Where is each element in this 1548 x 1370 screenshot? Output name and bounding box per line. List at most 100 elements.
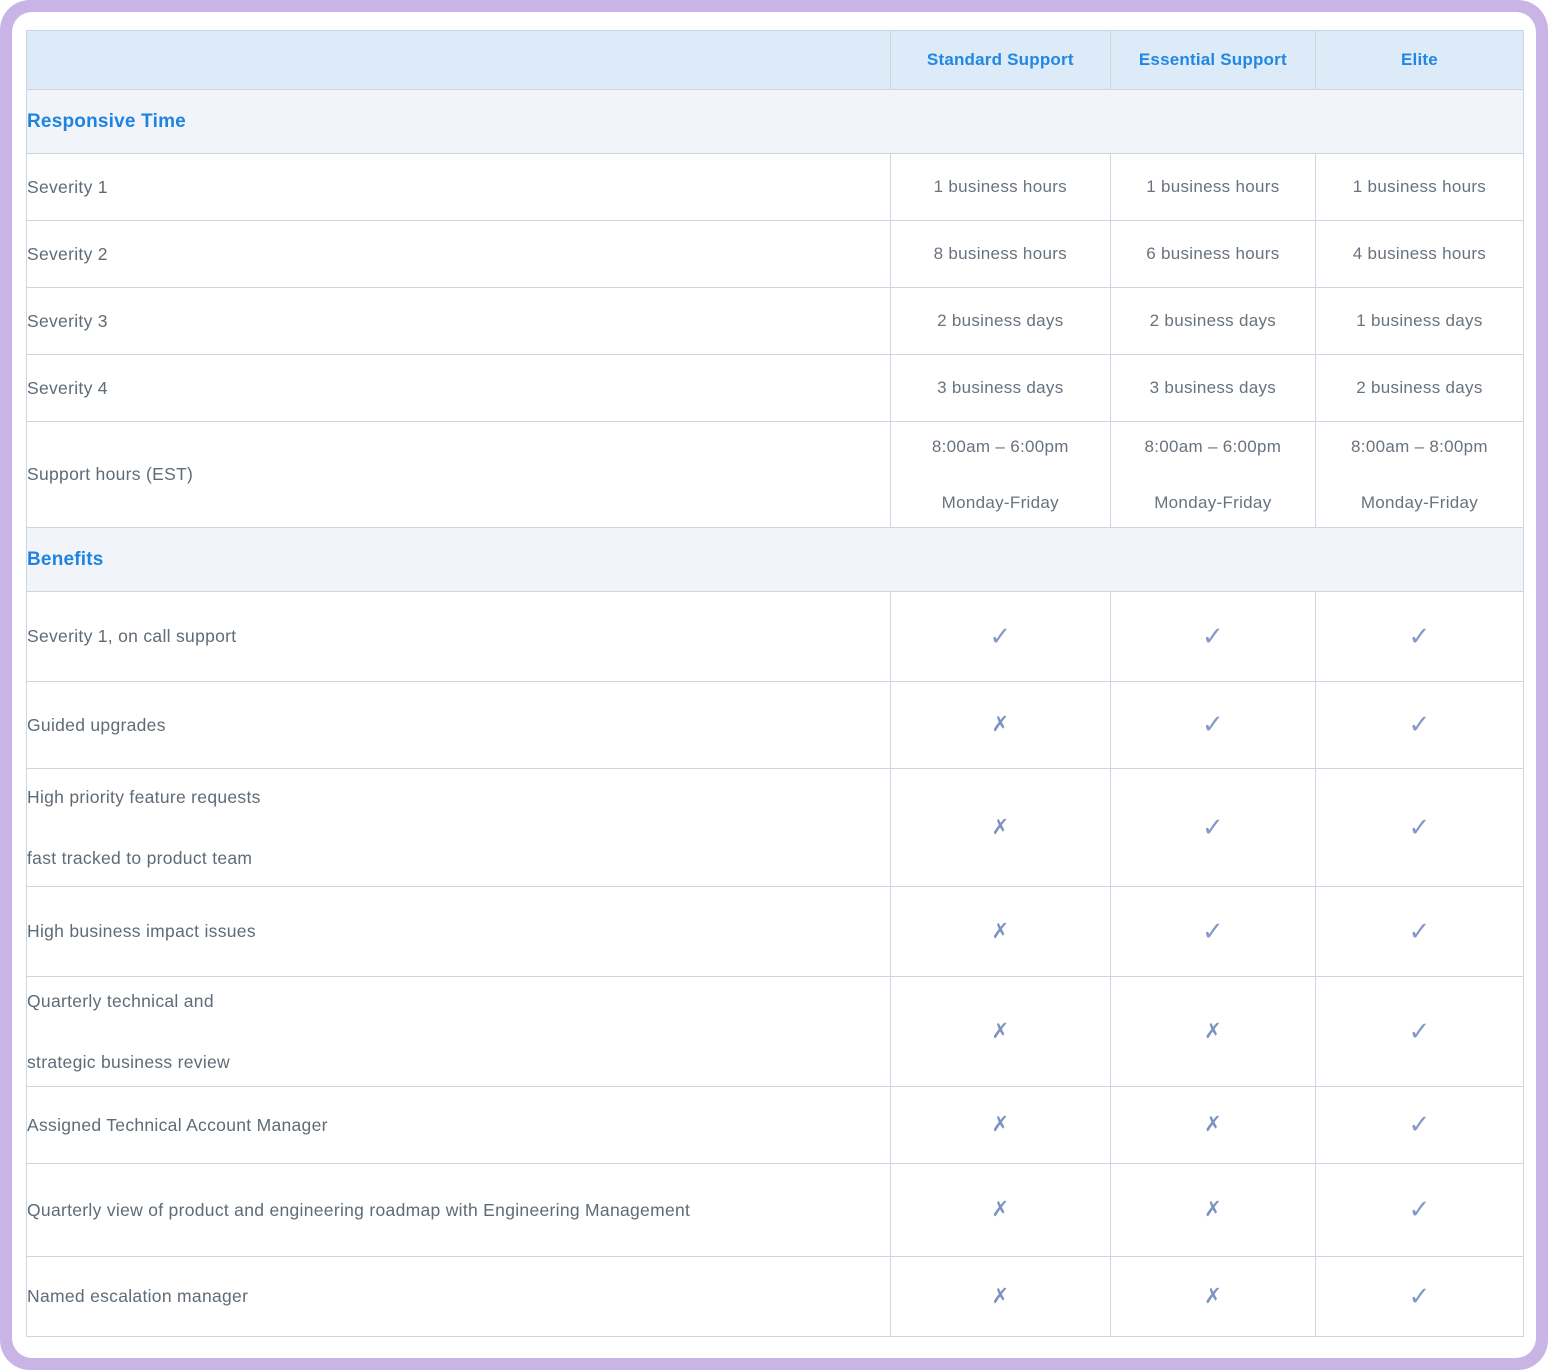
check-icon: ✓ xyxy=(1201,621,1224,652)
support-plan-card: Standard Support Essential Support Elite… xyxy=(12,12,1536,1358)
check-icon: ✓ xyxy=(1408,1110,1431,1140)
cross-icon: ✗ xyxy=(991,814,1010,839)
value-essential: ✗ xyxy=(1109,976,1316,1087)
value-elite: 1 business days xyxy=(1314,287,1525,355)
cross-icon: ✗ xyxy=(1204,1197,1222,1221)
value-standard: ✓ xyxy=(889,591,1111,682)
section-row-responsive-time: Responsive Time xyxy=(26,89,1524,154)
check-icon: ✓ xyxy=(989,621,1012,652)
value-standard: ✗ xyxy=(889,976,1111,1087)
cross-icon: ✗ xyxy=(991,1283,1010,1308)
table-row: Quarterly technical and strategic busine… xyxy=(26,976,1525,1087)
check-icon: ✓ xyxy=(1201,710,1224,740)
section-row-benefits: Benefits xyxy=(26,527,1524,592)
value-essential: ✗ xyxy=(1109,1163,1316,1257)
row-label: Support hours (EST) xyxy=(26,421,891,528)
cross-icon: ✗ xyxy=(991,1112,1010,1136)
table-row: High priority feature requests fast trac… xyxy=(26,768,1525,887)
table-row: High business impact issues ✗ ✓ ✓ xyxy=(26,886,1525,977)
check-icon: ✓ xyxy=(1201,812,1224,843)
value-elite: ✓ xyxy=(1314,1086,1525,1164)
table-header-row: Standard Support Essential Support Elite xyxy=(26,30,1525,90)
section-title-benefits: Benefits xyxy=(26,527,1524,592)
cross-icon: ✗ xyxy=(991,1018,1010,1043)
row-label: Severity 3 xyxy=(26,287,891,355)
cross-icon: ✗ xyxy=(991,918,1010,943)
cross-icon: ✗ xyxy=(991,712,1010,736)
value-elite: 8:00am – 8:00pm Monday-Friday xyxy=(1314,421,1525,528)
check-icon: ✓ xyxy=(1408,621,1431,652)
row-label: High priority feature requests fast trac… xyxy=(26,768,891,887)
table-row: Guided upgrades ✗ ✓ ✓ xyxy=(26,681,1525,769)
support-hours-time: 8:00am – 6:00pm xyxy=(931,436,1069,456)
value-standard: 1 business hours xyxy=(889,153,1111,221)
cross-icon: ✗ xyxy=(991,1197,1010,1221)
value-essential: ✗ xyxy=(1109,1086,1316,1164)
table-row: Severity 2 8 business hours 6 business h… xyxy=(26,220,1525,288)
column-header-standard-support: Standard Support xyxy=(889,30,1111,90)
table-row: Quarterly view of product and engineerin… xyxy=(26,1163,1525,1257)
value-essential: 1 business hours xyxy=(1109,153,1316,221)
table-row: Severity 1, on call support ✓ ✓ ✓ xyxy=(26,591,1525,682)
cross-icon: ✗ xyxy=(1204,1283,1222,1308)
value-standard: ✗ xyxy=(889,886,1111,977)
check-icon: ✓ xyxy=(1201,916,1224,947)
value-elite: ✓ xyxy=(1314,886,1525,977)
check-icon: ✓ xyxy=(1408,1016,1431,1047)
value-elite: ✓ xyxy=(1314,591,1525,682)
value-elite: ✓ xyxy=(1314,1256,1525,1337)
row-label: Severity 1 xyxy=(26,153,891,221)
value-standard: 8 business hours xyxy=(889,220,1111,288)
value-elite: ✓ xyxy=(1314,1163,1525,1257)
cross-icon: ✗ xyxy=(1204,1018,1222,1043)
table-row: Assigned Technical Account Manager ✗ ✗ ✓ xyxy=(26,1086,1525,1164)
support-comparison-table: Standard Support Essential Support Elite… xyxy=(26,30,1525,1337)
section-title-responsive-time: Responsive Time xyxy=(26,89,1524,154)
check-icon: ✓ xyxy=(1408,1195,1431,1225)
row-label: Guided upgrades xyxy=(26,681,891,769)
value-standard: 8:00am – 6:00pm Monday-Friday xyxy=(889,421,1111,528)
value-essential: ✓ xyxy=(1109,768,1316,887)
value-standard: ✗ xyxy=(889,1163,1111,1257)
value-standard: 3 business days xyxy=(889,354,1111,422)
support-hours-days: Monday-Friday xyxy=(941,492,1059,512)
row-label: Severity 2 xyxy=(26,220,891,288)
support-hours-days: Monday-Friday xyxy=(1154,492,1272,512)
row-label: Named escalation manager xyxy=(26,1256,891,1337)
table-row: Severity 4 3 business days 3 business da… xyxy=(26,354,1525,422)
value-essential: 2 business days xyxy=(1109,287,1316,355)
row-label: Quarterly technical and strategic busine… xyxy=(26,976,891,1087)
value-standard: 2 business days xyxy=(889,287,1111,355)
row-label-line1: High priority feature requests xyxy=(27,786,261,807)
row-label: Assigned Technical Account Manager xyxy=(26,1086,891,1164)
column-header-elite: Elite xyxy=(1314,30,1525,90)
row-label-line1: Quarterly technical and xyxy=(27,990,214,1011)
table-row: Severity 3 2 business days 2 business da… xyxy=(26,287,1525,355)
value-elite: 4 business hours xyxy=(1314,220,1525,288)
column-header-essential-support: Essential Support xyxy=(1109,30,1316,90)
table-row: Severity 1 1 business hours 1 business h… xyxy=(26,153,1525,221)
value-elite: ✓ xyxy=(1314,768,1525,887)
support-hours-time: 8:00am – 8:00pm xyxy=(1351,436,1488,456)
blank-header-cell xyxy=(26,30,891,90)
check-icon: ✓ xyxy=(1408,710,1431,740)
value-essential: ✓ xyxy=(1109,681,1316,769)
check-icon: ✓ xyxy=(1408,916,1431,947)
value-standard: ✗ xyxy=(889,681,1111,769)
check-icon: ✓ xyxy=(1408,812,1431,843)
value-elite: ✓ xyxy=(1314,681,1525,769)
value-essential: ✗ xyxy=(1109,1256,1316,1337)
row-label: Severity 4 xyxy=(26,354,891,422)
value-essential: 3 business days xyxy=(1109,354,1316,422)
value-standard: ✗ xyxy=(889,1086,1111,1164)
support-hours-days: Monday-Friday xyxy=(1360,492,1479,512)
support-hours-time: 8:00am – 6:00pm xyxy=(1144,436,1282,456)
value-essential: ✓ xyxy=(1109,591,1316,682)
value-standard: ✗ xyxy=(889,768,1111,887)
row-label: Quarterly view of product and engineerin… xyxy=(26,1163,891,1257)
cross-icon: ✗ xyxy=(1204,1112,1222,1136)
value-elite: ✓ xyxy=(1314,976,1525,1087)
value-essential: 8:00am – 6:00pm Monday-Friday xyxy=(1109,421,1316,528)
row-label: High business impact issues xyxy=(26,886,891,977)
